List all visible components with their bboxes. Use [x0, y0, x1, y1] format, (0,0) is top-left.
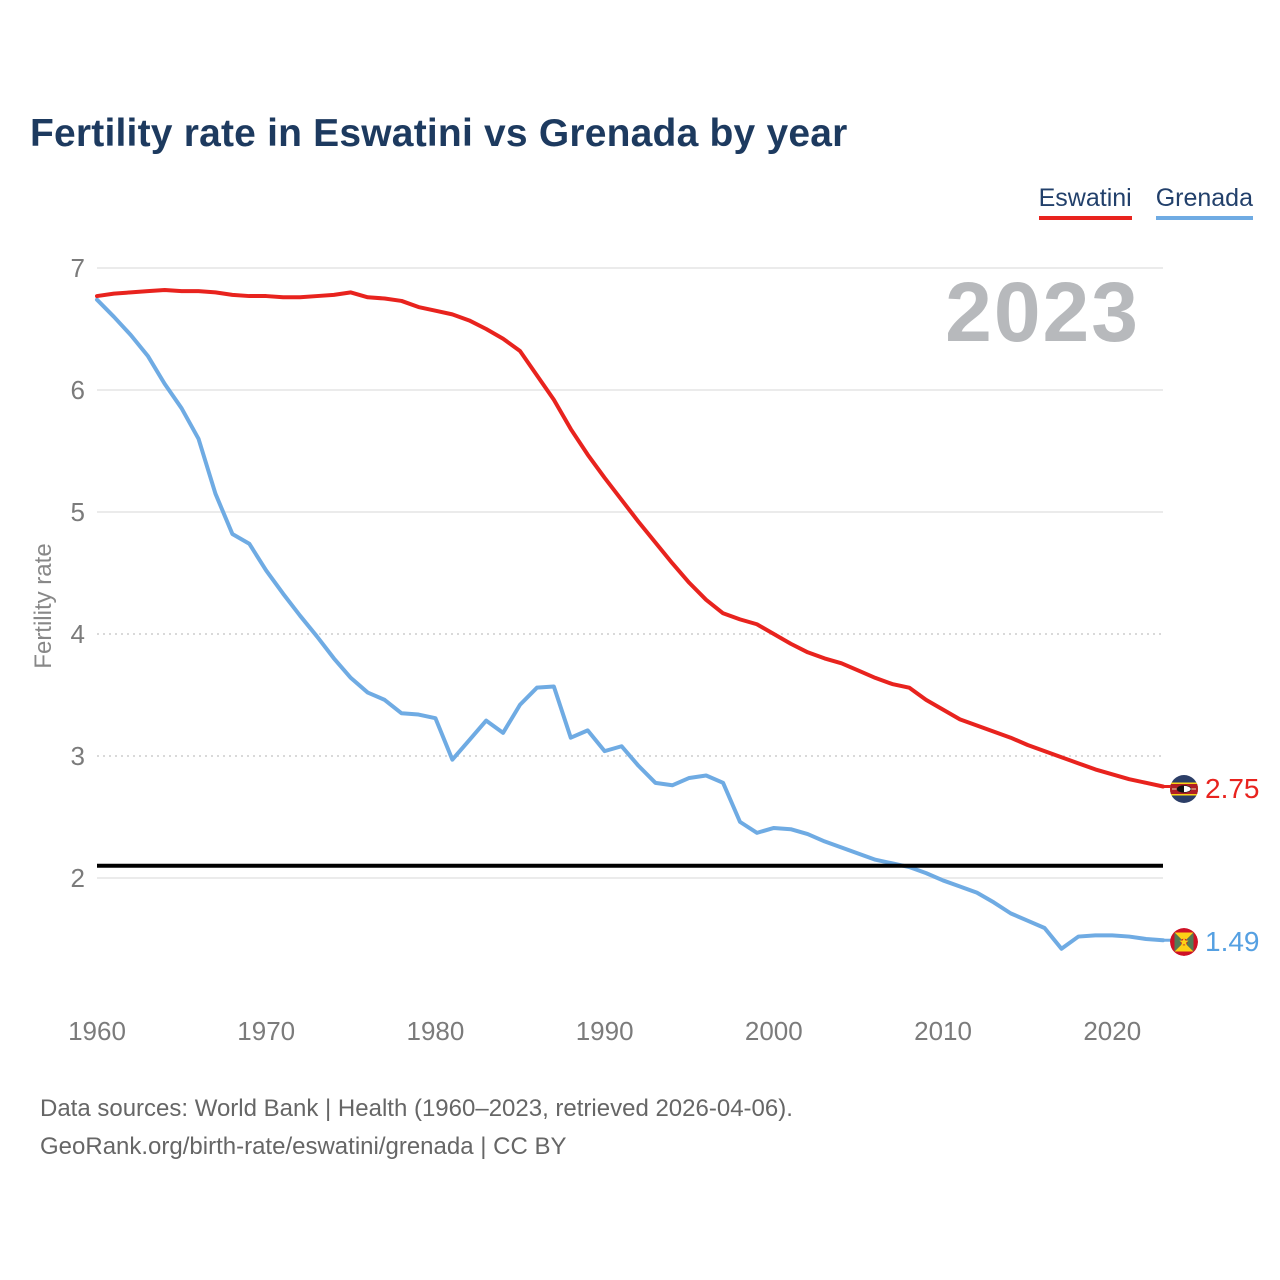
footer: Data sources: World Bank | Health (1960–… [40, 1090, 793, 1166]
y-tick-label: 6 [71, 375, 85, 405]
x-tick-label: 1960 [68, 1016, 126, 1046]
x-tick-label: 2010 [914, 1016, 972, 1046]
grenada-end-label: 1.49 [1170, 926, 1260, 958]
legend-item-grenada[interactable]: Grenada [1155, 184, 1253, 220]
legend-item-eswatini[interactable]: Eswatini [1038, 184, 1132, 220]
x-tick-label: 2000 [745, 1016, 803, 1046]
eswatini-flag-icon [1170, 774, 1198, 803]
x-tick-label: 1970 [237, 1016, 295, 1046]
eswatini-end-label: 2.75 [1170, 773, 1260, 805]
y-tick-label: 2 [71, 863, 85, 893]
page-title: Fertility rate in Eswatini vs Grenada by… [30, 112, 848, 155]
x-tick-label: 1990 [576, 1016, 634, 1046]
legend: Eswatini Grenada [1038, 184, 1253, 220]
y-axis-title: Fertility rate [30, 543, 57, 669]
x-tick-label: 2020 [1083, 1016, 1141, 1046]
y-tick-label: 4 [71, 619, 85, 649]
watermark-year: 2023 [945, 265, 1140, 359]
eswatini-end-value: 2.75 [1205, 772, 1260, 804]
grenada-end-value: 1.49 [1205, 926, 1260, 958]
y-tick-label: 3 [71, 741, 85, 771]
grenada-flag-icon [1170, 928, 1198, 957]
eswatini-line [95, 287, 1165, 789]
footer-line-1: Data sources: World Bank | Health (1960–… [40, 1095, 793, 1122]
grenada-line [95, 297, 1165, 951]
x-tick-label: 1980 [406, 1016, 464, 1046]
y-tick-label: 7 [71, 253, 85, 283]
footer-line-2: GeoRank.org/birth-rate/eswatini/grenada … [40, 1132, 567, 1160]
y-tick-label: 5 [71, 497, 85, 527]
